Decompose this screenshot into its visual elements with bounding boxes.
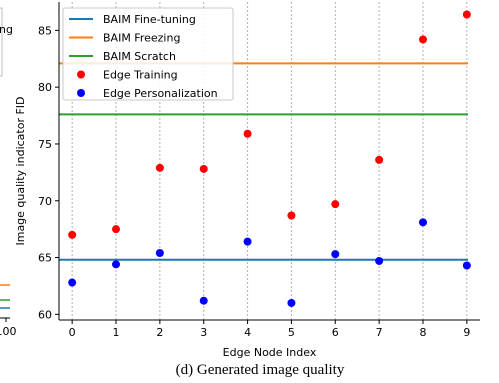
data-point <box>68 230 77 239</box>
left-fragment-legend-text-1: ing <box>0 23 13 36</box>
data-point <box>199 296 208 305</box>
data-point <box>375 256 384 265</box>
x-tick-label: 7 <box>376 326 383 339</box>
data-point <box>287 211 296 220</box>
x-tick-label: 3 <box>200 326 207 339</box>
y-tick-label: 75 <box>38 138 52 151</box>
y-axis-label: Image quality indicator FID <box>14 96 27 245</box>
data-point <box>112 225 121 234</box>
data-point <box>331 250 340 259</box>
data-point <box>68 278 77 287</box>
legend-label: BAIM Freezing <box>103 32 180 45</box>
y-tick-label: 85 <box>38 24 52 37</box>
y-tick-label: 80 <box>38 81 52 94</box>
legend-box <box>62 7 234 101</box>
data-point <box>462 10 471 19</box>
x-tick-label: 5 <box>288 326 295 339</box>
x-tick-label: 2 <box>156 326 163 339</box>
caption: (d) Generated image quality <box>176 362 345 378</box>
x-ticks: 0 1 2 3 4 5 6 7 8 9 <box>69 320 470 339</box>
legend: BAIM Fine-tuning BAIM Freezing BAIM Scratc… <box>62 7 234 101</box>
data-point <box>375 155 384 164</box>
data-point <box>155 248 164 257</box>
y-tick-label: 70 <box>38 195 52 208</box>
left-fragment-tick-label: 100 <box>0 325 17 338</box>
data-point <box>155 163 164 172</box>
data-point <box>243 129 252 138</box>
data-point <box>199 164 208 173</box>
legend-label: BAIM Fine-tuning <box>103 13 196 26</box>
data-point <box>243 237 252 246</box>
data-points <box>68 10 471 307</box>
data-point <box>287 298 296 307</box>
data-point <box>418 35 427 44</box>
x-tick-label: 9 <box>463 326 470 339</box>
data-point <box>418 218 427 227</box>
x-tick-label: 8 <box>419 326 426 339</box>
legend-label: Edge Personalization <box>103 87 218 100</box>
y-ticks: 60 65 70 75 80 85 <box>38 24 59 321</box>
x-tick-label: 1 <box>113 326 120 339</box>
x-axis-label: Edge Node Index <box>223 346 317 359</box>
left-fragment-legend-box <box>0 7 3 77</box>
legend-label: Edge Training <box>103 69 178 82</box>
x-tick-label: 4 <box>244 326 251 339</box>
data-point <box>331 200 340 209</box>
legend-label: BAIM Scratch <box>103 50 176 63</box>
legend-marker <box>77 70 85 79</box>
y-tick-label: 65 <box>38 252 52 265</box>
data-point <box>462 261 471 270</box>
y-tick-label: 60 <box>38 308 52 321</box>
left-fragment: ing l 100 <box>0 7 17 338</box>
x-tick-label: 6 <box>332 326 339 339</box>
x-tick-label: 0 <box>69 326 76 339</box>
data-point <box>112 260 121 269</box>
legend-marker <box>77 89 85 97</box>
